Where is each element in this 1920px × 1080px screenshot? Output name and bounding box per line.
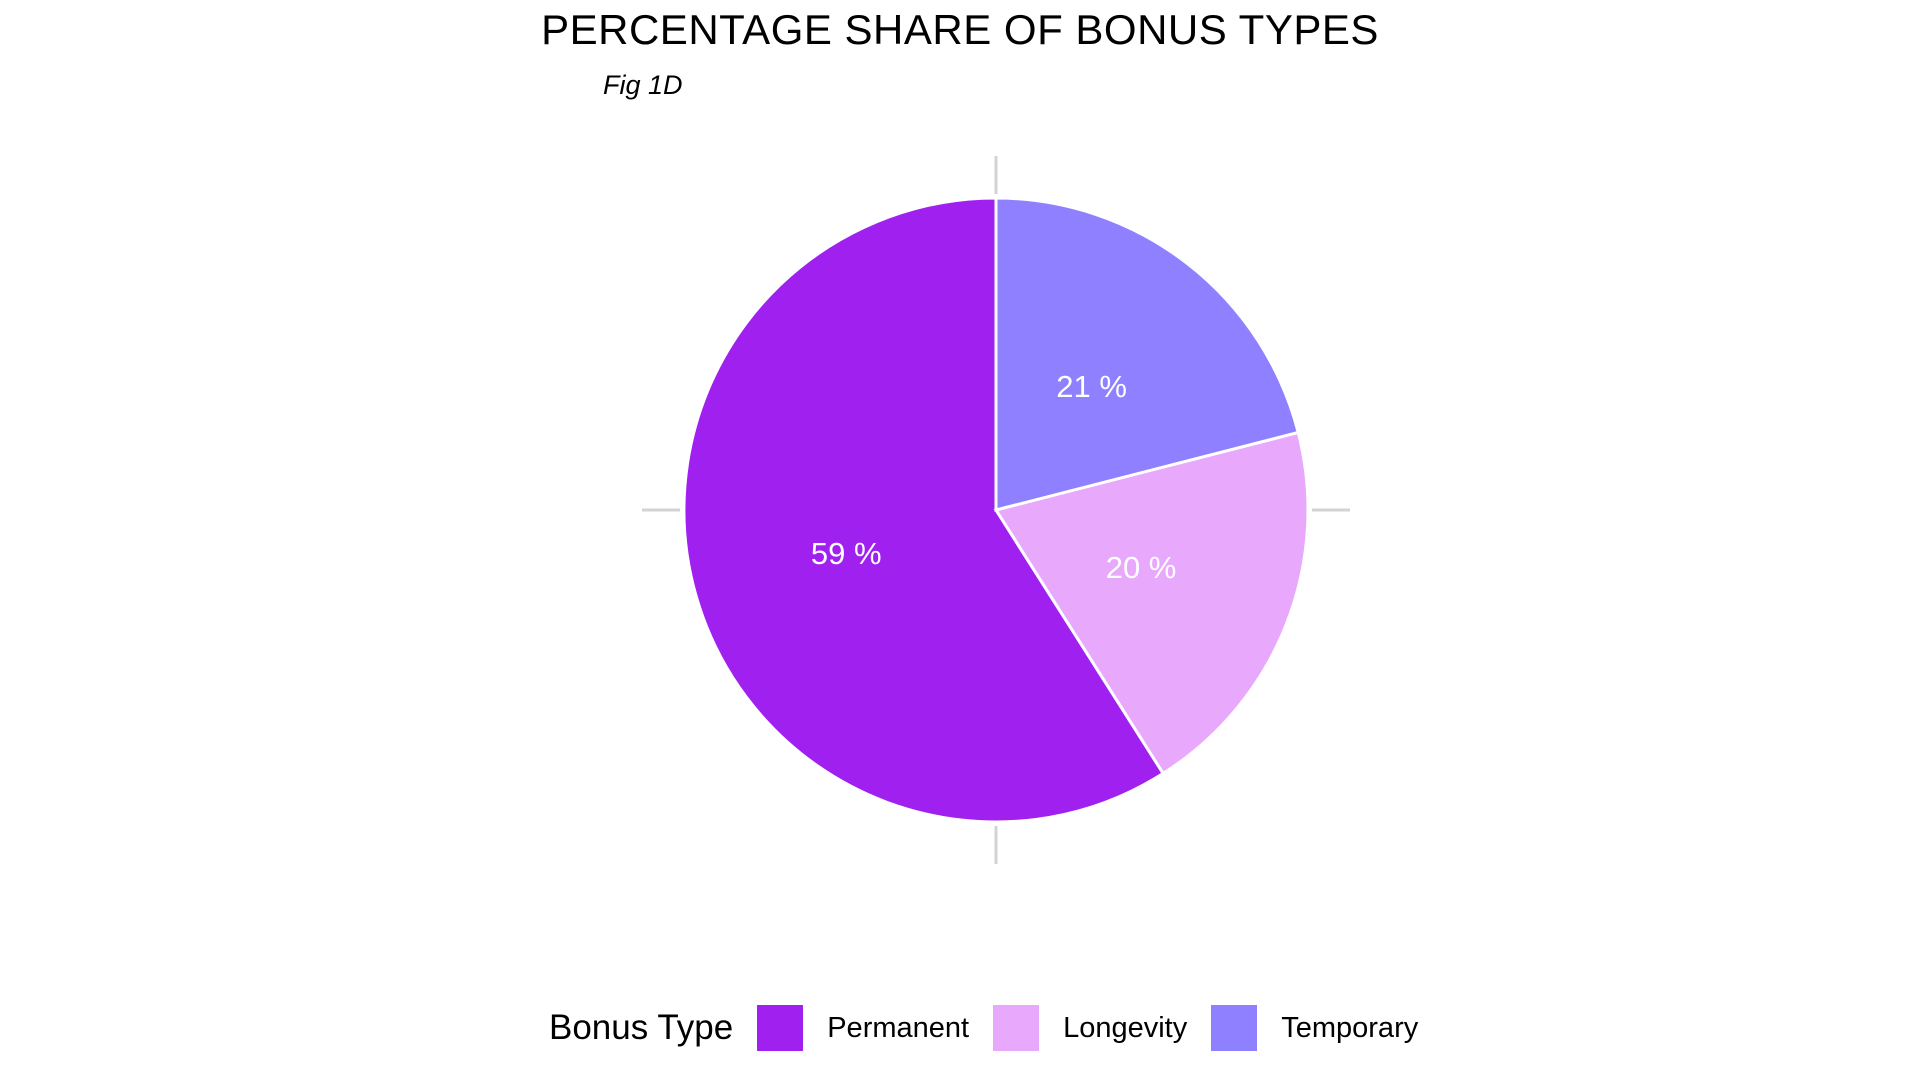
legend-swatch-permanent	[757, 1005, 804, 1051]
legend-label-temporary: Temporary	[1281, 1011, 1419, 1044]
pie-slice-temporary	[994, 196, 1301, 512]
legend-title: Bonus Type	[549, 1008, 734, 1047]
polar-axis-ticks	[642, 156, 1350, 864]
slice-label-temporary: 21 %	[1056, 369, 1127, 404]
legend-label-permanent: Permanent	[827, 1011, 970, 1044]
pie-slice-longevity	[993, 430, 1310, 776]
slice-label-permanent: 59 %	[811, 536, 882, 571]
chart-subtitle: Fig 1D	[603, 70, 683, 100]
slice-label-longevity: 20 %	[1106, 550, 1177, 585]
legend: Bonus Type Permanent Longevity Temporary	[549, 1005, 1442, 1051]
pie-slice-labels: 59 % 20 % 21 %	[811, 369, 1177, 585]
legend-swatch-longevity	[993, 1005, 1040, 1051]
legend-item-longevity: Longevity	[993, 1005, 1187, 1051]
legend-item-permanent: Permanent	[757, 1005, 969, 1051]
legend-item-temporary: Temporary	[1211, 1005, 1418, 1051]
chart-title: PERCENTAGE SHARE OF BONUS TYPES	[541, 6, 1379, 53]
pie-slice-permanent	[682, 196, 1166, 824]
legend-swatch-temporary	[1211, 1005, 1258, 1051]
legend-label-longevity: Longevity	[1063, 1011, 1188, 1044]
pie-slices	[682, 196, 1310, 824]
